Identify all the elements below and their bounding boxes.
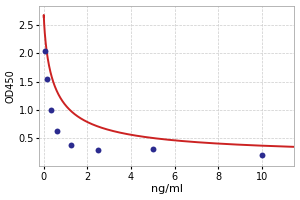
Point bbox=[96, 149, 100, 152]
Point bbox=[45, 77, 50, 80]
X-axis label: ng/ml: ng/ml bbox=[151, 184, 183, 194]
Point bbox=[259, 153, 264, 156]
Y-axis label: OD450: OD450 bbox=[6, 69, 16, 103]
Point bbox=[69, 144, 74, 147]
Point bbox=[150, 148, 155, 151]
Point bbox=[43, 49, 48, 52]
Point bbox=[55, 129, 60, 132]
Point bbox=[48, 108, 53, 111]
